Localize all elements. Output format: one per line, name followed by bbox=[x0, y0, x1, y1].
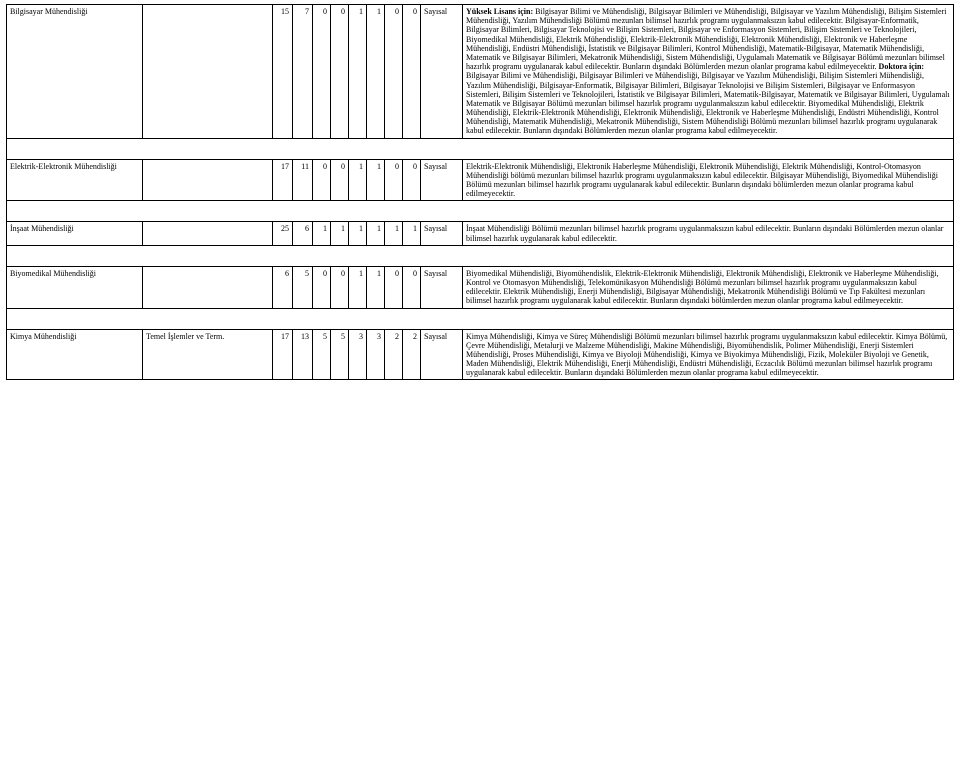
numeric-cell: 1 bbox=[385, 222, 403, 245]
numeric-cell: 1 bbox=[313, 222, 331, 245]
numeric-cell: 0 bbox=[385, 266, 403, 308]
notes-cell: Elektrik-Elektronik Mühendisliği, Elektr… bbox=[463, 159, 954, 201]
spacer-cell bbox=[7, 308, 954, 329]
numeric-cell: 1 bbox=[367, 5, 385, 139]
numeric-cell: 5 bbox=[293, 266, 313, 308]
spacer-row bbox=[7, 201, 954, 222]
notes-cell: İnşaat Mühendisliği Bölümü mezunları bil… bbox=[463, 222, 954, 245]
type-cell: Sayısal bbox=[421, 222, 463, 245]
programs-table: Bilgisayar Mühendisliği157001100SayısalY… bbox=[6, 4, 954, 380]
numeric-cell: 0 bbox=[313, 5, 331, 139]
sub-label bbox=[143, 159, 273, 201]
numeric-cell: 11 bbox=[293, 159, 313, 201]
numeric-cell: 1 bbox=[367, 222, 385, 245]
table-row: Bilgisayar Mühendisliği157001100SayısalY… bbox=[7, 5, 954, 139]
sub-label bbox=[143, 266, 273, 308]
table-row: Elektrik-Elektronik Mühendisliği17110011… bbox=[7, 159, 954, 201]
numeric-cell: 17 bbox=[273, 159, 293, 201]
type-cell: Sayısal bbox=[421, 159, 463, 201]
sub-label bbox=[143, 222, 273, 245]
sub-label bbox=[143, 5, 273, 139]
numeric-cell: 1 bbox=[349, 266, 367, 308]
spacer-cell bbox=[7, 138, 954, 159]
numeric-cell: 1 bbox=[403, 222, 421, 245]
program-name: Biyomedikal Mühendisliği bbox=[7, 266, 143, 308]
program-name: Kimya Mühendisliği bbox=[7, 329, 143, 380]
numeric-cell: 7 bbox=[293, 5, 313, 139]
sub-label: Temel İşlemler ve Term. bbox=[143, 329, 273, 380]
numeric-cell: 1 bbox=[367, 159, 385, 201]
numeric-cell: 6 bbox=[293, 222, 313, 245]
table-row: İnşaat Mühendisliği256111111Sayısalİnşaa… bbox=[7, 222, 954, 245]
numeric-cell: 0 bbox=[403, 266, 421, 308]
numeric-cell: 1 bbox=[349, 222, 367, 245]
numeric-cell: 1 bbox=[349, 159, 367, 201]
numeric-cell: 0 bbox=[403, 5, 421, 139]
numeric-cell: 0 bbox=[313, 266, 331, 308]
numeric-cell: 0 bbox=[385, 159, 403, 201]
notes-cell: Biyomedikal Mühendisliği, Biyomühendisli… bbox=[463, 266, 954, 308]
numeric-cell: 2 bbox=[385, 329, 403, 380]
table-row: Kimya MühendisliğiTemel İşlemler ve Term… bbox=[7, 329, 954, 380]
page: Bilgisayar Mühendisliği157001100SayısalY… bbox=[0, 0, 960, 386]
numeric-cell: 0 bbox=[403, 159, 421, 201]
numeric-cell: 13 bbox=[293, 329, 313, 380]
notes-cell: Kimya Mühendisliği, Kimya ve Süreç Mühen… bbox=[463, 329, 954, 380]
type-cell: Sayısal bbox=[421, 5, 463, 139]
numeric-cell: 0 bbox=[313, 159, 331, 201]
spacer-cell bbox=[7, 201, 954, 222]
numeric-cell: 0 bbox=[331, 5, 349, 139]
numeric-cell: 2 bbox=[403, 329, 421, 380]
numeric-cell: 0 bbox=[385, 5, 403, 139]
program-name: Elektrik-Elektronik Mühendisliği bbox=[7, 159, 143, 201]
spacer-row bbox=[7, 138, 954, 159]
numeric-cell: 0 bbox=[331, 159, 349, 201]
numeric-cell: 0 bbox=[331, 266, 349, 308]
numeric-cell: 1 bbox=[367, 266, 385, 308]
numeric-cell: 25 bbox=[273, 222, 293, 245]
numeric-cell: 15 bbox=[273, 5, 293, 139]
program-name: Bilgisayar Mühendisliği bbox=[7, 5, 143, 139]
numeric-cell: 3 bbox=[367, 329, 385, 380]
notes-cell: Yüksek Lisans için: Bilgisayar Bilimi ve… bbox=[463, 5, 954, 139]
type-cell: Sayısal bbox=[421, 266, 463, 308]
numeric-cell: 3 bbox=[349, 329, 367, 380]
spacer-row bbox=[7, 245, 954, 266]
numeric-cell: 5 bbox=[313, 329, 331, 380]
spacer-cell bbox=[7, 245, 954, 266]
program-name: İnşaat Mühendisliği bbox=[7, 222, 143, 245]
numeric-cell: 6 bbox=[273, 266, 293, 308]
table-row: Biyomedikal Mühendisliği65001100SayısalB… bbox=[7, 266, 954, 308]
numeric-cell: 5 bbox=[331, 329, 349, 380]
numeric-cell: 1 bbox=[331, 222, 349, 245]
numeric-cell: 17 bbox=[273, 329, 293, 380]
spacer-row bbox=[7, 308, 954, 329]
numeric-cell: 1 bbox=[349, 5, 367, 139]
type-cell: Sayısal bbox=[421, 329, 463, 380]
